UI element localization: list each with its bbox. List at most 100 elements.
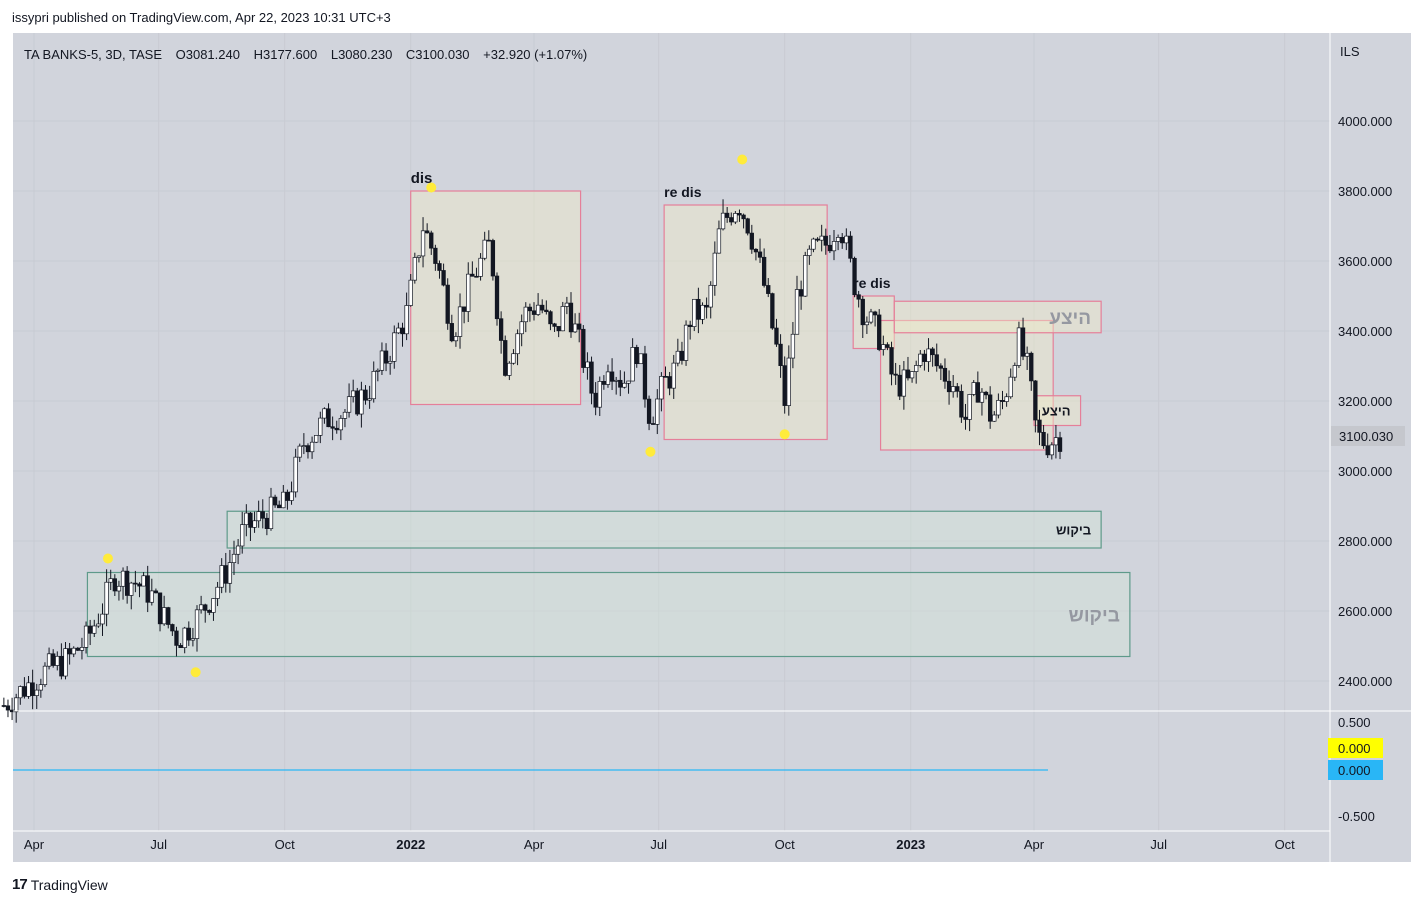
candle-body: [593, 392, 598, 408]
grid: [13, 33, 1330, 831]
symbol-legend[interactable]: TA BANKS-5, 3D, TASE O3081.240 H3177.600…: [24, 47, 587, 62]
candle-body: [425, 230, 430, 234]
candle-body: [445, 284, 450, 324]
candle-body: [667, 376, 672, 389]
candle-body: [926, 348, 931, 362]
candle-body: [34, 689, 39, 696]
candle-body: [1012, 365, 1017, 378]
candle-body: [844, 235, 849, 244]
candle-body: [470, 273, 475, 277]
candle-body: [42, 665, 48, 686]
candle-body: [786, 357, 791, 406]
time-tick-label: Oct: [275, 837, 296, 852]
candle-body: [745, 218, 750, 234]
candle-body: [326, 408, 331, 428]
candle-body: [955, 386, 960, 392]
candle-body: [737, 213, 742, 216]
re-dis-zone-1[interactable]: [663, 204, 828, 441]
candle-body: [823, 235, 828, 246]
zone-boxes[interactable]: [86, 190, 1131, 658]
candle-body: [757, 251, 763, 258]
candle-body: [293, 456, 298, 493]
candle-body: [83, 625, 89, 648]
candle-body: [219, 565, 224, 588]
candle-body: [1049, 444, 1054, 456]
candle-body: [137, 583, 142, 587]
osc-value-label: 0.000: [1338, 741, 1371, 756]
candle-body: [198, 604, 204, 611]
candle-body: [461, 306, 467, 312]
candle-body: [827, 244, 833, 252]
candle-body: [1020, 327, 1026, 357]
candle-body: [688, 324, 693, 327]
candle-body: [79, 647, 85, 651]
marker-dot: [779, 429, 790, 440]
candle-body: [564, 302, 570, 307]
time-tick-label: Apr: [1024, 837, 1045, 852]
candle-body: [609, 371, 615, 382]
candle-body: [597, 381, 602, 408]
candle-body: [63, 648, 68, 677]
price-axis[interactable]: 4000.000 3800.000 3600.000 3400.000 3200.000…: [1331, 114, 1405, 689]
candle-body: [901, 369, 907, 397]
demand-zone-2[interactable]: [86, 571, 1131, 658]
candle-body: [761, 256, 767, 286]
candle-body: [375, 369, 380, 372]
candle-body: [790, 333, 796, 359]
candle-body: [334, 427, 339, 431]
candle-body: [429, 232, 434, 249]
candle-body: [807, 248, 812, 256]
marker-dot: [190, 667, 201, 678]
candle-body: [466, 273, 471, 312]
candle-body: [379, 350, 385, 371]
candle-body: [272, 496, 278, 506]
candle-body: [318, 417, 323, 436]
re-dis-zone-2[interactable]: [852, 295, 895, 350]
candle-body: [889, 347, 894, 375]
candle-body: [22, 686, 27, 697]
candle-body: [774, 327, 779, 345]
candle-body: [946, 380, 952, 393]
candle-body: [905, 369, 911, 379]
candle-body: [716, 228, 722, 254]
osc-tick-label: -0.500: [1338, 809, 1375, 824]
candle-body: [655, 398, 660, 425]
candle-body: [120, 570, 126, 587]
candle-body: [852, 257, 857, 296]
range-zone[interactable]: [879, 319, 1054, 451]
time-tick-label: Jul: [650, 837, 667, 852]
currency-label: ILS: [1340, 44, 1360, 59]
candle-body: [5, 705, 11, 711]
candle-body: [581, 328, 586, 368]
candle-body: [215, 586, 220, 599]
supply-zone-1[interactable]: [893, 300, 1102, 334]
candle-body: [983, 391, 989, 396]
candle-body: [14, 697, 19, 713]
time-tick-label: Oct: [775, 837, 796, 852]
candle-body: [367, 398, 372, 401]
candle-body: [988, 394, 993, 422]
candle-body: [494, 275, 500, 320]
candle-body: [149, 590, 154, 603]
candle-body: [351, 390, 356, 398]
demand-zone-1[interactable]: [226, 510, 1102, 549]
candle-body: [125, 570, 130, 596]
supply-zone-2[interactable]: [1033, 395, 1082, 427]
time-axis[interactable]: Apr Jul Oct 2022 Apr Jul Oct 2023 Apr Jul Oct: [24, 837, 1295, 852]
supply-zone-2-label: היצע: [1042, 404, 1071, 419]
candle-body: [605, 371, 611, 385]
candle-body: [1057, 437, 1063, 452]
candle-body: [207, 609, 212, 613]
candle-body: [881, 344, 886, 350]
candle-body: [992, 414, 997, 422]
candle-body: [897, 374, 902, 397]
candle-body: [725, 212, 730, 218]
candle-body: [741, 214, 746, 220]
candle-body: [959, 390, 964, 418]
time-tick-label: Jul: [1150, 837, 1167, 852]
price-tick-label: 4000.000: [1338, 114, 1392, 129]
candle-body: [392, 332, 397, 362]
candle-body: [503, 340, 508, 376]
candle-body: [1041, 431, 1046, 447]
